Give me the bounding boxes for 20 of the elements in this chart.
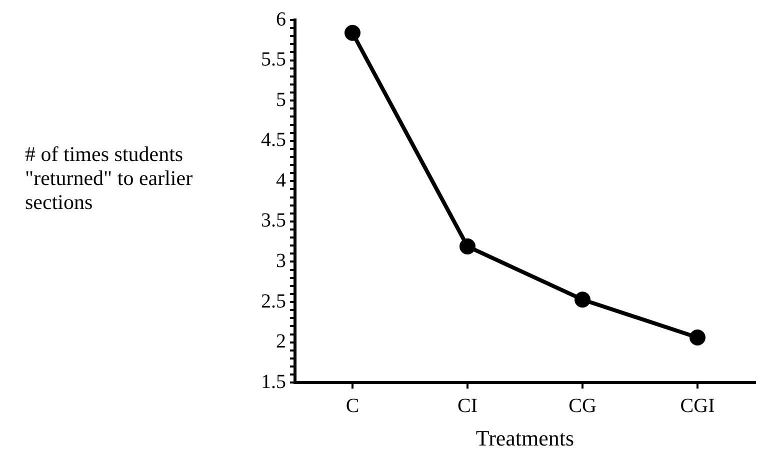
- y-tick-label: 2: [276, 330, 286, 353]
- x-tick-label: CGI: [680, 394, 715, 417]
- point: [690, 329, 706, 346]
- y-tick-label: 5: [276, 88, 286, 111]
- x-tick-label: C: [346, 394, 360, 417]
- y-tick-label: 5.5: [261, 48, 286, 71]
- y-tick-label: 4: [276, 169, 286, 192]
- y-tick-label: 1.5: [261, 370, 286, 393]
- point: [574, 292, 590, 308]
- y-tick-label: 4.5: [261, 129, 286, 152]
- y-tick-label: 3.5: [261, 210, 286, 232]
- y-tick-label: 6: [276, 8, 286, 30]
- y-axis-title: # of times students "returned" to earlier sections: [25, 142, 194, 214]
- x-tick-label: CI: [458, 394, 478, 417]
- point: [344, 24, 360, 41]
- x-axis-title: Treatments: [476, 426, 574, 451]
- y-tick-label: 2.5: [261, 290, 286, 312]
- x-tick-label: CG: [568, 394, 596, 417]
- point: [460, 238, 476, 254]
- y-tick-label: 3: [276, 250, 286, 272]
